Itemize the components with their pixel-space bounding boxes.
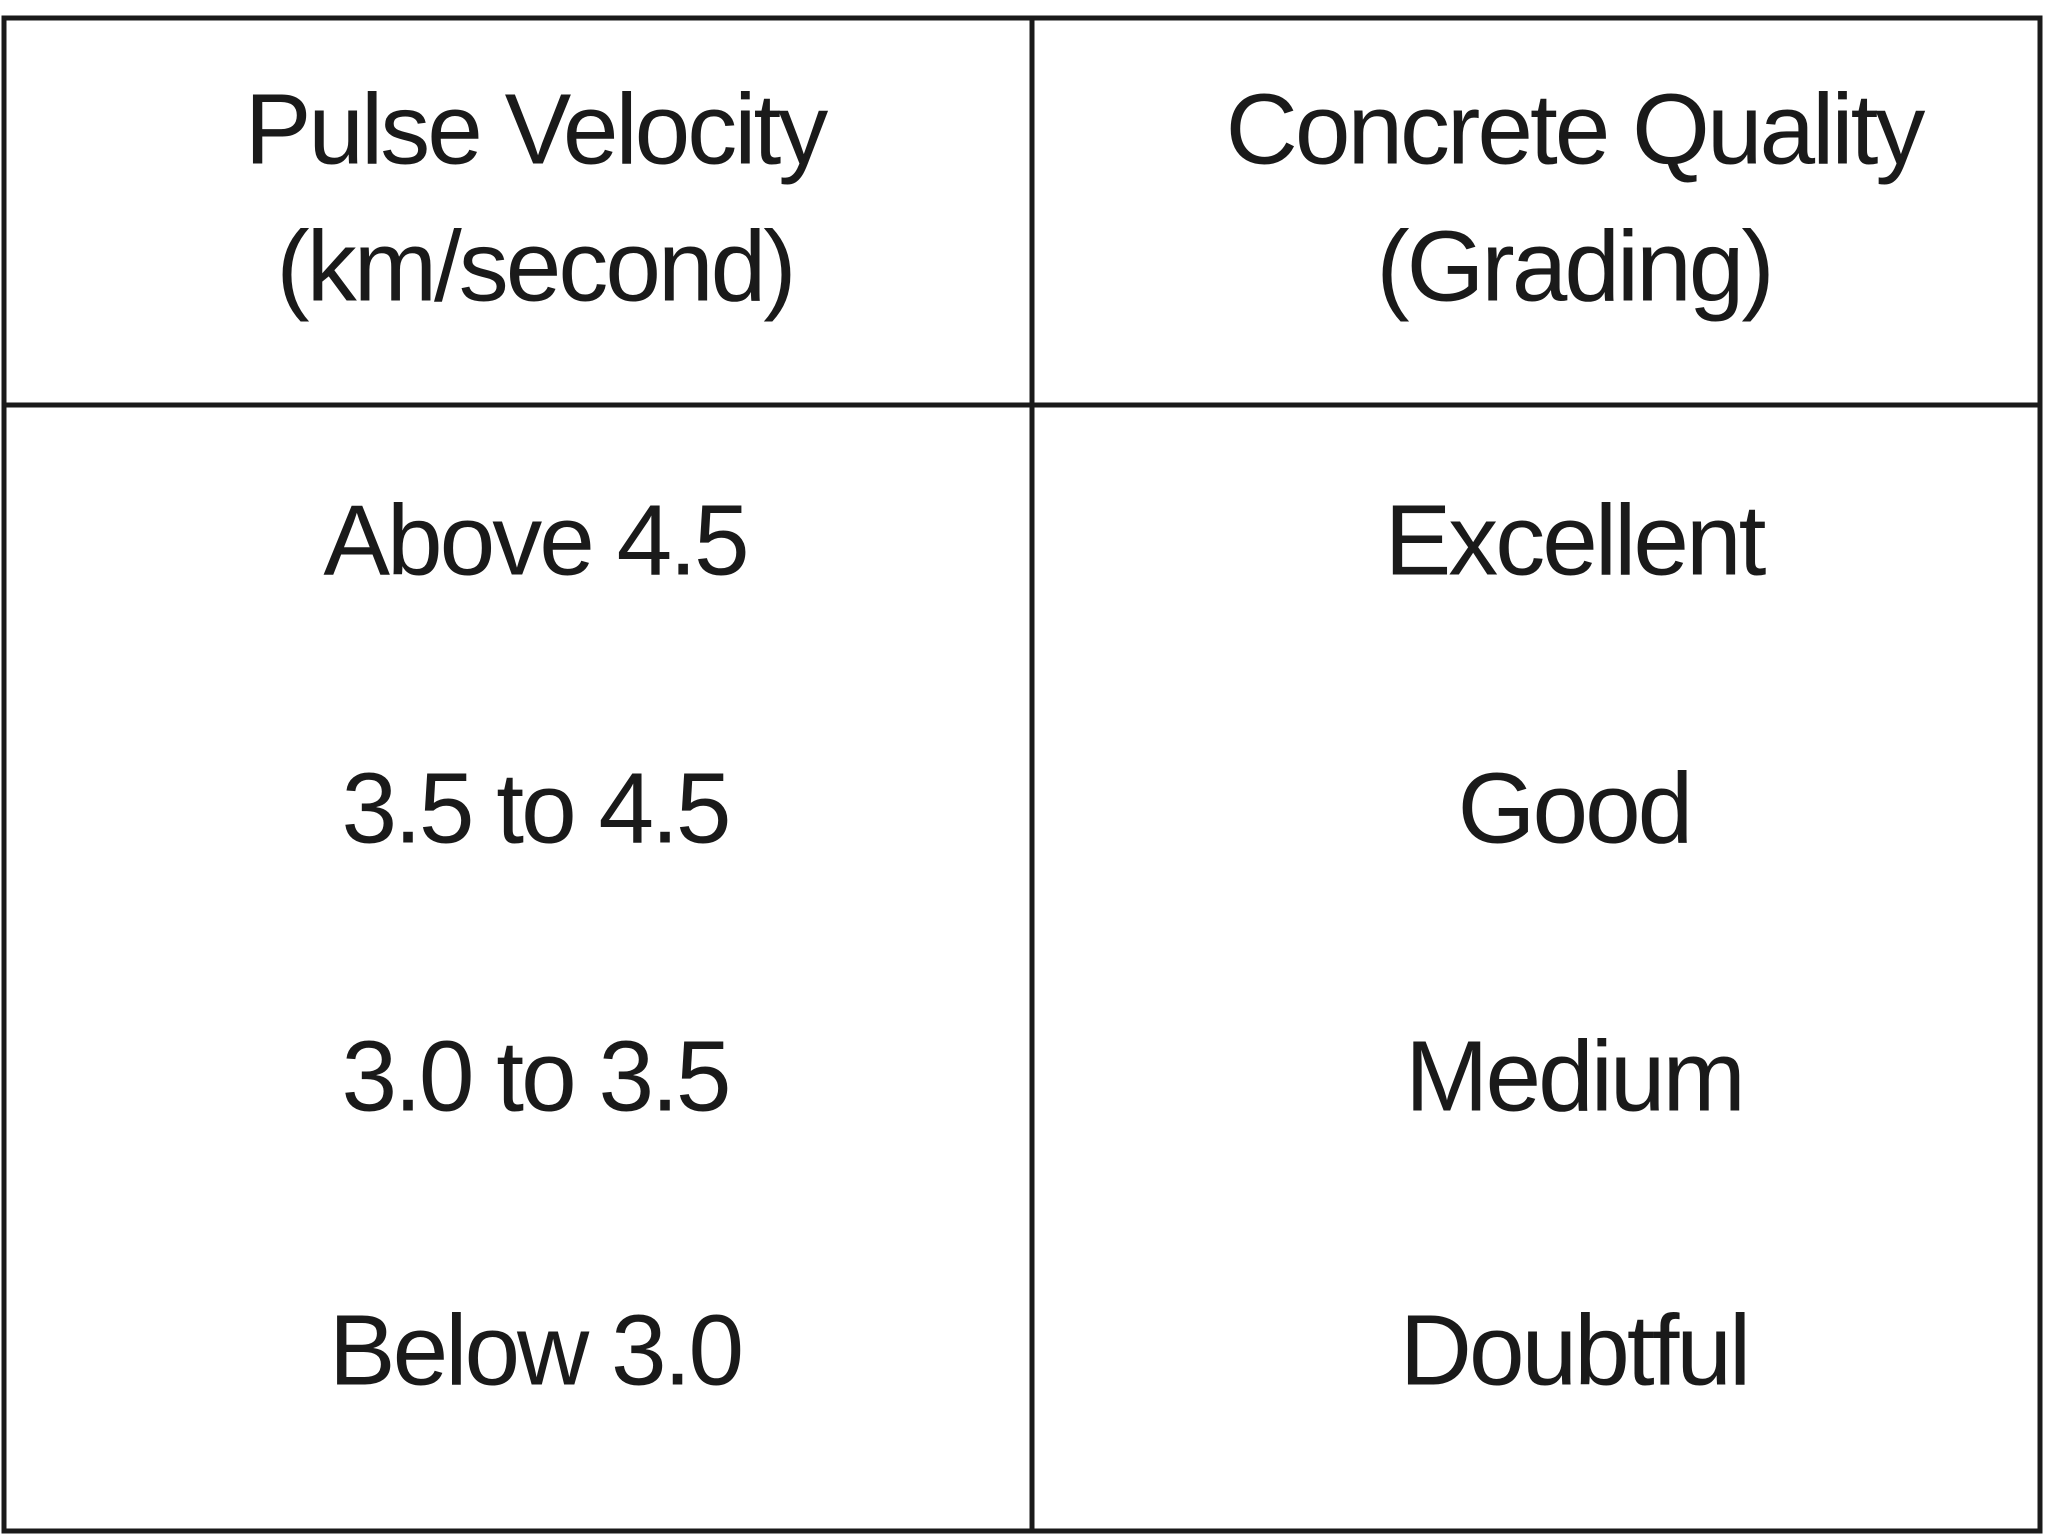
table-cell: Doubtful: [1400, 1294, 1748, 1406]
table-cell: 3.0 to 3.5: [342, 1020, 729, 1132]
header-cell: Concrete Quality: [1226, 73, 1926, 185]
table-cell: Below 3.0: [329, 1294, 741, 1406]
header-cell: (Grading): [1376, 210, 1771, 322]
table-cell: Good: [1458, 752, 1691, 864]
header-cell: (km/second): [276, 210, 793, 322]
table-border: [1, 15, 2043, 1534]
table-cell: Excellent: [1385, 484, 1767, 596]
table-cell: 3.5 to 4.5: [342, 752, 729, 864]
table-cell: Above 4.5: [323, 484, 746, 596]
table-cell: Medium: [1405, 1020, 1743, 1132]
header-cell: Pulse Velocity: [245, 73, 829, 185]
